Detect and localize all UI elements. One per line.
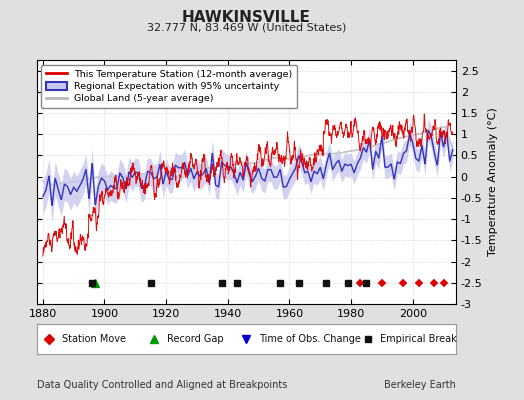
Text: Time of Obs. Change: Time of Obs. Change: [259, 334, 361, 344]
Text: Station Move: Station Move: [62, 334, 126, 344]
Text: Record Gap: Record Gap: [167, 334, 223, 344]
Text: 32.777 N, 83.469 W (United States): 32.777 N, 83.469 W (United States): [147, 22, 346, 32]
Y-axis label: Temperature Anomaly (°C): Temperature Anomaly (°C): [488, 108, 498, 256]
Text: Empirical Break: Empirical Break: [380, 334, 457, 344]
Legend: This Temperature Station (12-month average), Regional Expectation with 95% uncer: This Temperature Station (12-month avera…: [41, 65, 298, 108]
Text: Berkeley Earth: Berkeley Earth: [384, 380, 456, 390]
Text: Data Quality Controlled and Aligned at Breakpoints: Data Quality Controlled and Aligned at B…: [37, 380, 287, 390]
Text: HAWKINSVILLE: HAWKINSVILLE: [182, 10, 311, 25]
